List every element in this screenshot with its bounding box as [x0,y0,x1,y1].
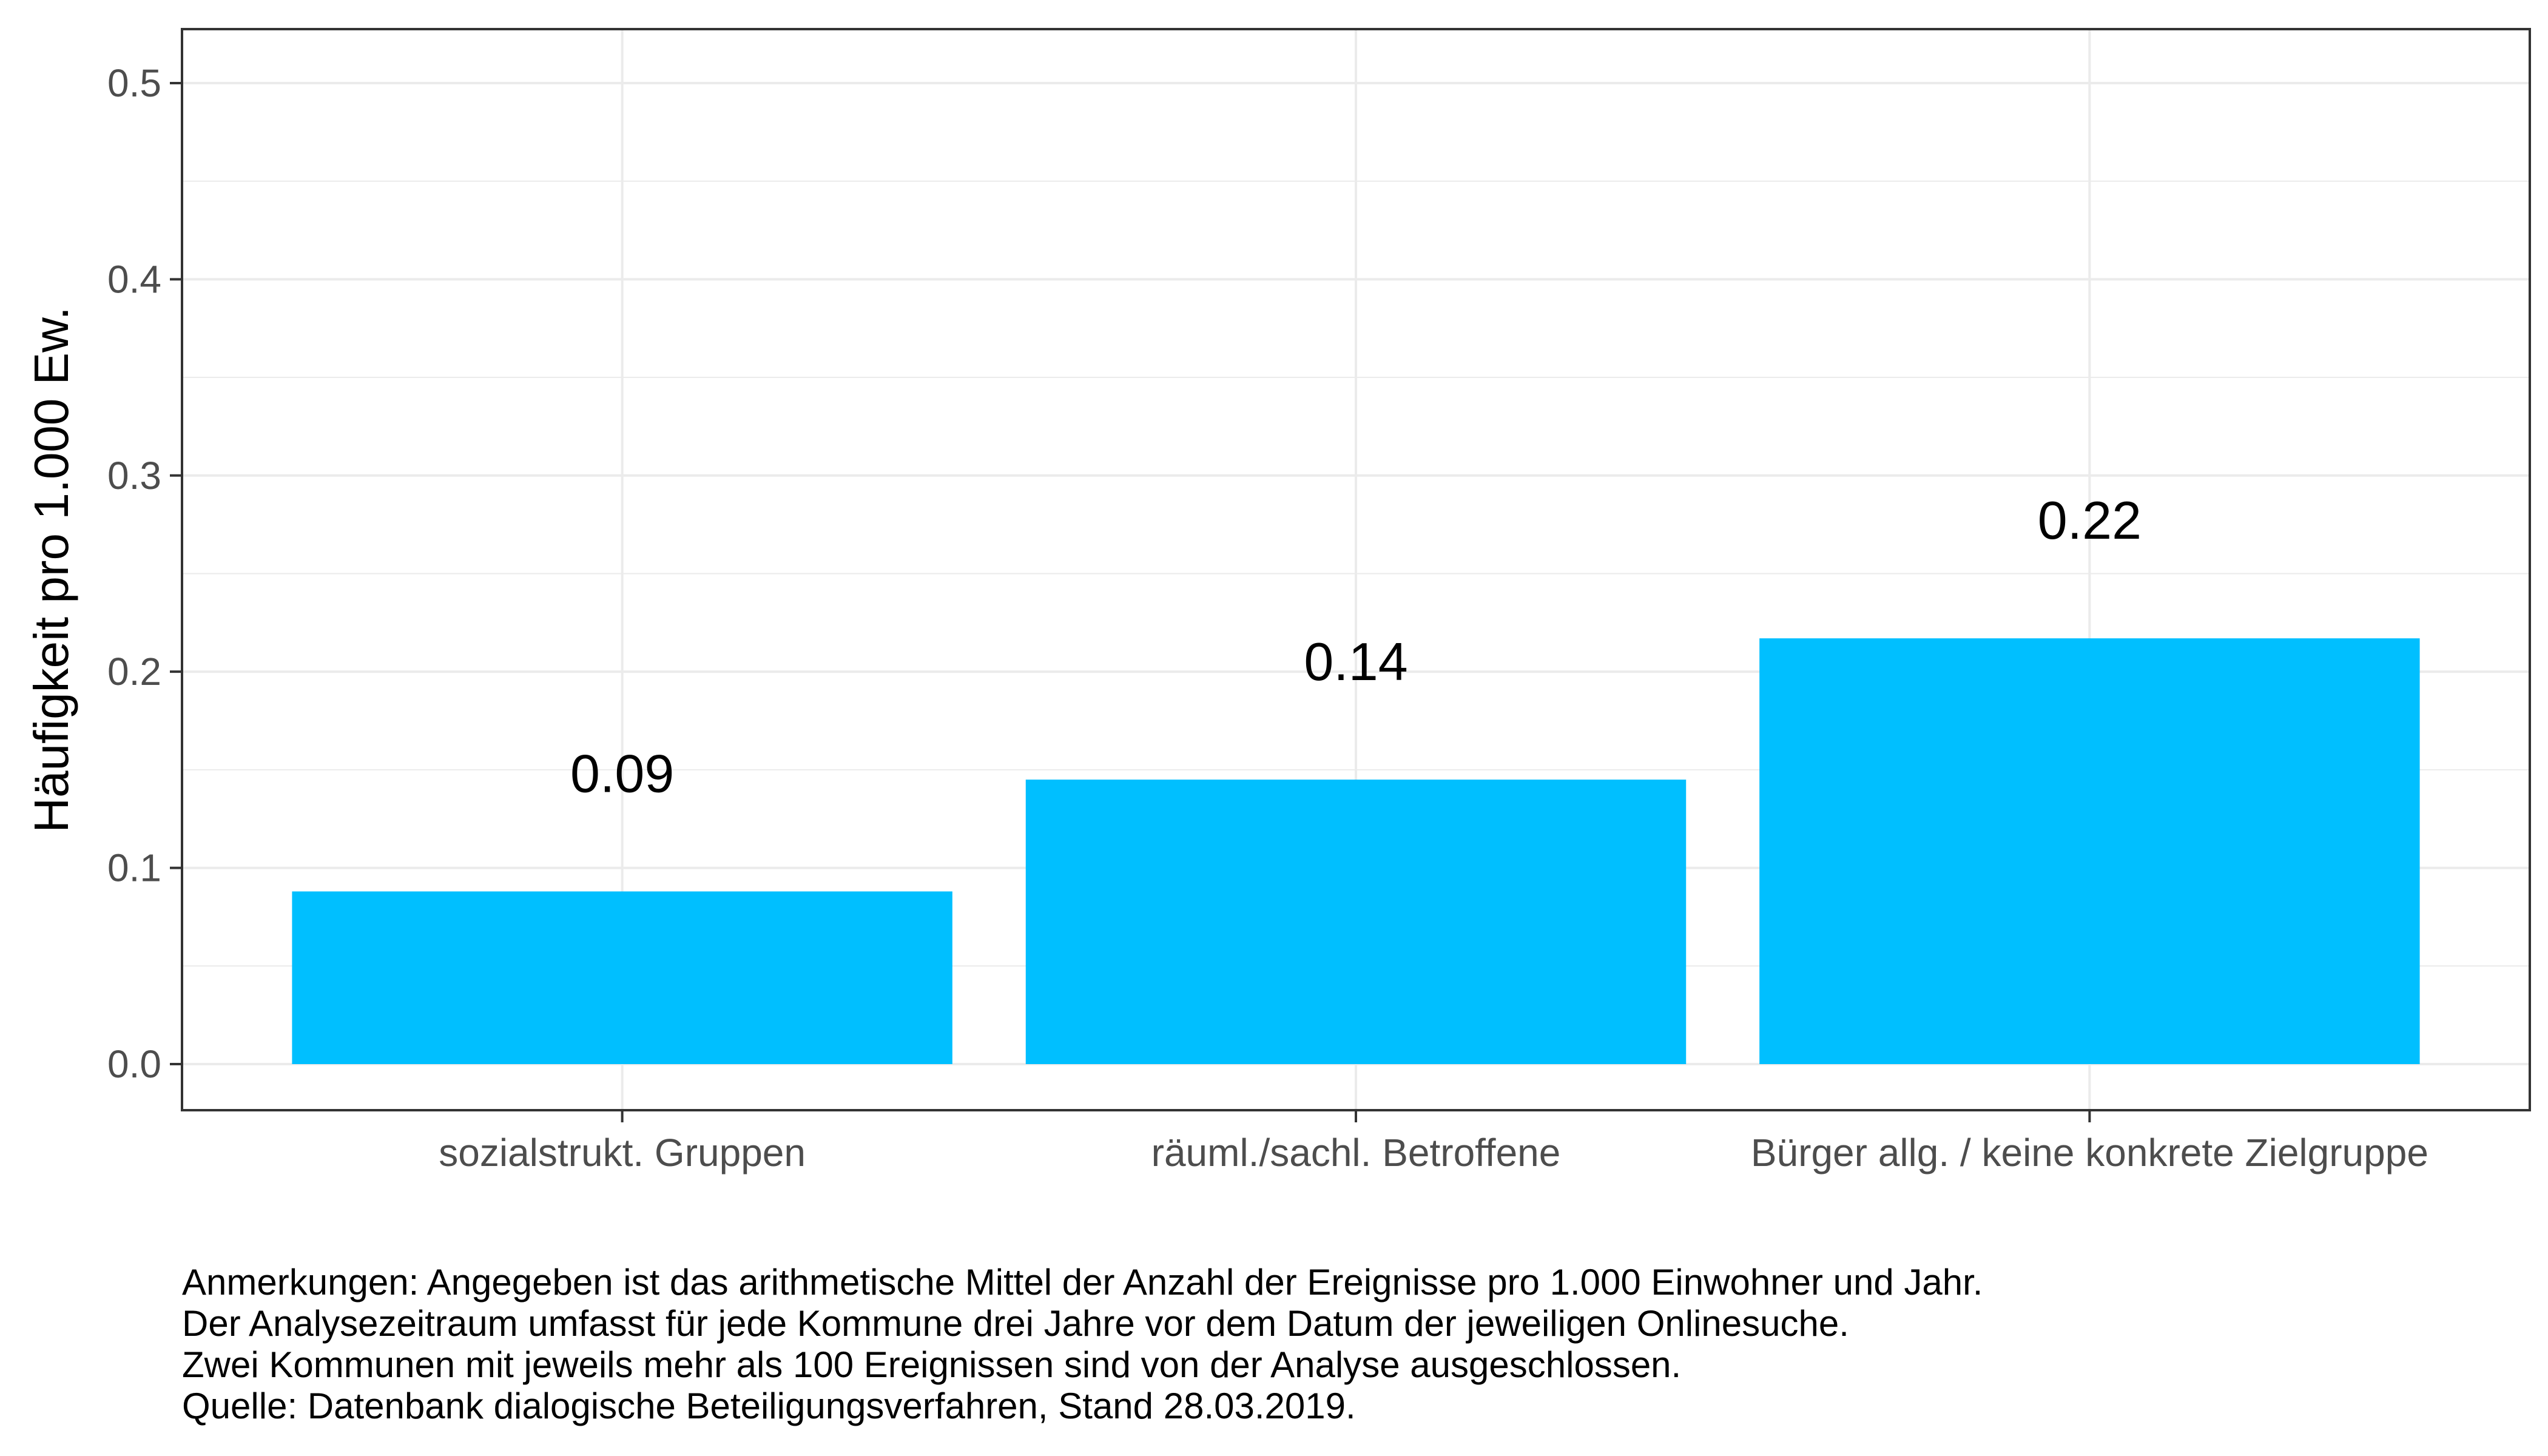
data-label: 0.09 [570,743,674,803]
y-axis-title: Häufigkeit pro 1.000 Ew. [24,306,78,832]
y-axis: 0.0 0.1 0.2 0.3 0.4 0.5 [107,61,182,1086]
x-tick-label: Bürger allg. / keine konkrete Zielgruppe [1751,1131,2428,1175]
x-tick-label: räuml./sachl. Betroffene [1151,1131,1561,1175]
note-annotations: Anmerkungen: Angegeben ist das arithmeti… [182,1262,1983,1303]
x-tick-label: sozialstrukt. Gruppen [439,1131,806,1175]
bars-group [292,638,2420,1064]
chart-notes: Anmerkungen: Angegeben ist das arithmeti… [182,1262,2487,1427]
y-tick-label: 0.2 [107,650,161,693]
bar [1025,780,1687,1064]
note-exclusions: Zwei Kommunen mit jeweils mehr als 100 E… [182,1344,1682,1385]
data-labels-group: 0.09 0.14 0.22 [570,490,2142,803]
note-analysis-period: Der Analysezeitraum umfasst für jede Kom… [182,1303,1849,1344]
y-tick-label: 0.1 [107,846,161,890]
data-label: 0.14 [1304,632,1407,692]
note-source: Quelle: Datenbank dialogische Beteiligun… [182,1386,1356,1426]
y-tick-label: 0.5 [107,61,161,105]
data-label: 0.22 [2038,490,2142,550]
bar [292,891,952,1064]
y-tick-label: 0.3 [107,454,161,497]
x-axis: sozialstrukt. Gruppen räuml./sachl. Betro… [439,1110,2428,1175]
y-tick-label: 0.0 [107,1042,161,1086]
bar [1759,638,2420,1064]
y-tick-label: 0.4 [107,257,161,301]
